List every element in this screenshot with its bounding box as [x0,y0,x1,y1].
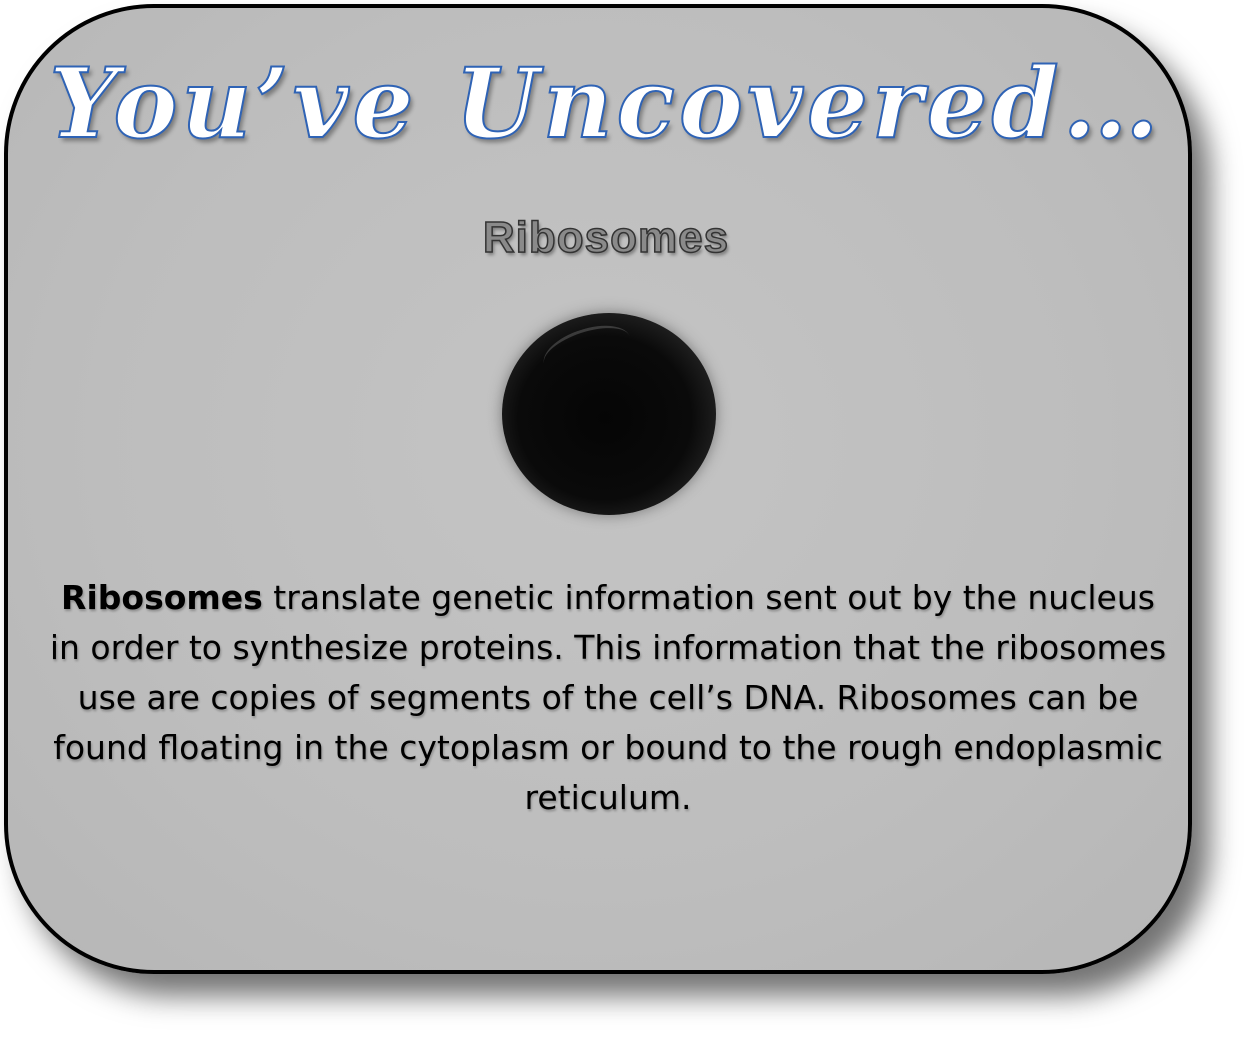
description-term: Ribosomes [61,578,263,617]
ribosome-image [502,313,716,515]
ribosome-highlight [537,316,637,385]
description-body: translate genetic information sent out b… [49,578,1167,817]
card-heading: You’ve Uncovered… [48,46,1163,161]
info-card: You’ve Uncovered… Ribosomes Ribosomes tr… [4,4,1192,974]
card-description: Ribosomes translate genetic information … [48,573,1168,823]
card-subtitle: Ribosomes [482,212,730,263]
